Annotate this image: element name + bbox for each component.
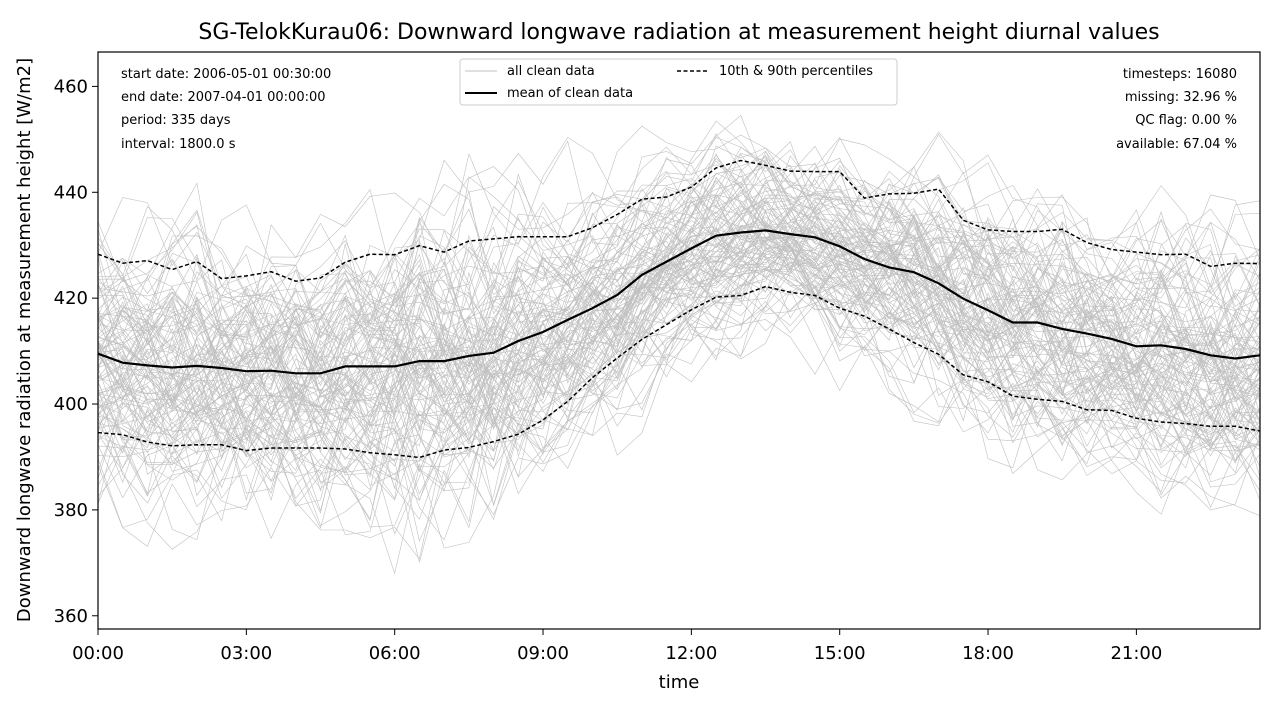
- plot-frame: [97, 51, 1261, 630]
- clean-data-line: [98, 191, 1260, 439]
- clean-data-line: [98, 271, 1260, 549]
- clean-data-line: [98, 215, 1260, 512]
- mean-line: [98, 229, 1260, 375]
- percentile-90-line: [98, 159, 1260, 282]
- clean-data-line: [98, 162, 1260, 419]
- clean-data-line: [98, 171, 1260, 340]
- clean-data-line: [98, 200, 1260, 460]
- x-tick-label: 15:00: [814, 643, 866, 664]
- clean-data-line: [98, 244, 1260, 442]
- clean-data-line: [98, 227, 1260, 449]
- clean-data-line: [98, 208, 1260, 393]
- clean-data-line: [98, 242, 1260, 499]
- x-tick-label: 09:00: [517, 643, 569, 664]
- clean-data-line: [98, 267, 1260, 507]
- clean-data-line: [98, 192, 1260, 508]
- clean-data-line: [98, 153, 1260, 436]
- legend: all clean data mean of clean data 10th &…: [459, 58, 898, 106]
- clean-data-line: [98, 247, 1260, 459]
- clean-data-line: [98, 182, 1260, 391]
- clean-data-line: [98, 131, 1260, 350]
- clean-data-line: [98, 245, 1260, 520]
- clean-data-line: [98, 137, 1260, 415]
- clean-data-line: [98, 152, 1260, 414]
- info-timesteps: timesteps: 16080: [1123, 67, 1237, 82]
- clean-data-line: [98, 205, 1260, 474]
- clean-data-line: [98, 193, 1260, 461]
- info-left: start date: 2006-05-01 00:30:00 end date…: [121, 67, 331, 152]
- clean-data-line: [98, 245, 1260, 560]
- clean-data-line: [98, 210, 1260, 497]
- clean-data-line: [98, 257, 1260, 507]
- clean-data-line: [98, 159, 1260, 398]
- clean-data-line: [98, 261, 1260, 541]
- info-missing: missing: 32.96 %: [1125, 90, 1237, 105]
- legend-label-all-clean: all clean data: [507, 64, 595, 79]
- clean-data-line: [98, 194, 1260, 433]
- x-axis: 00:00 03:00 06:00 09:00 12:00 15:00 18:00 21:00: [72, 629, 1162, 664]
- info-qc-flag: QC flag: 0.00 %: [1135, 113, 1237, 128]
- legend-box: [459, 58, 898, 106]
- info-interval: interval: 1800.0 s: [121, 137, 236, 152]
- clean-data-line: [98, 150, 1260, 472]
- clean-data-line: [98, 137, 1260, 322]
- clean-data-line: [98, 155, 1260, 412]
- info-end-date: end date: 2007-04-01 00:00:00: [121, 90, 326, 105]
- info-available: available: 67.04 %: [1116, 137, 1237, 152]
- clean-data-line: [98, 146, 1260, 468]
- y-tick-label: 440: [54, 182, 88, 203]
- x-tick-label: 03:00: [220, 643, 272, 664]
- percentile-10-line: [98, 285, 1260, 459]
- y-axis: 360 380 400 420 440 460: [54, 76, 98, 627]
- legend-label-percentiles: 10th & 90th percentiles: [719, 64, 873, 79]
- clean-data-line: [98, 200, 1260, 444]
- clean-data-line: [98, 219, 1260, 444]
- info-right: timesteps: 16080 missing: 32.96 % QC fla…: [1116, 67, 1237, 152]
- clean-data-line: [98, 154, 1260, 377]
- chart-title: SG-TelokKurau06: Downward longwave radia…: [198, 20, 1159, 45]
- x-tick-label: 18:00: [962, 643, 1014, 664]
- y-tick-label: 400: [54, 394, 88, 415]
- y-tick-label: 380: [54, 500, 88, 521]
- x-tick-label: 00:00: [72, 643, 124, 664]
- clean-data-line: [98, 174, 1260, 425]
- x-tick-label: 12:00: [665, 643, 717, 664]
- clean-data-line: [98, 133, 1260, 436]
- clean-data-line: [98, 198, 1260, 476]
- y-tick-label: 360: [54, 606, 88, 627]
- clean-data-line: [98, 125, 1260, 350]
- x-tick-label: 21:00: [1110, 643, 1162, 664]
- clean-data-line: [98, 198, 1260, 451]
- clean-data-line: [98, 165, 1260, 422]
- summary-lines: [98, 159, 1260, 459]
- info-period: period: 335 days: [121, 113, 231, 128]
- clean-data-line: [98, 177, 1260, 453]
- clean-data-line: [98, 183, 1260, 432]
- legend-label-mean: mean of clean data: [507, 86, 633, 101]
- y-axis-label: Downward longwave radiation at measureme…: [14, 58, 35, 622]
- y-tick-label: 460: [54, 76, 88, 97]
- clean-data-line: [98, 265, 1260, 526]
- y-tick-label: 420: [54, 288, 88, 309]
- clean-data-line: [98, 220, 1260, 499]
- clean-data-line: [98, 279, 1260, 563]
- clean-data-line: [98, 196, 1260, 463]
- plot-area: [97, 51, 1261, 630]
- all-clean-data-lines: [98, 114, 1260, 575]
- clean-data-line: [98, 232, 1260, 470]
- info-start-date: start date: 2006-05-01 00:30:00: [121, 67, 331, 82]
- x-axis-label: time: [659, 672, 700, 693]
- clean-data-line: [98, 239, 1260, 468]
- x-tick-label: 06:00: [369, 643, 421, 664]
